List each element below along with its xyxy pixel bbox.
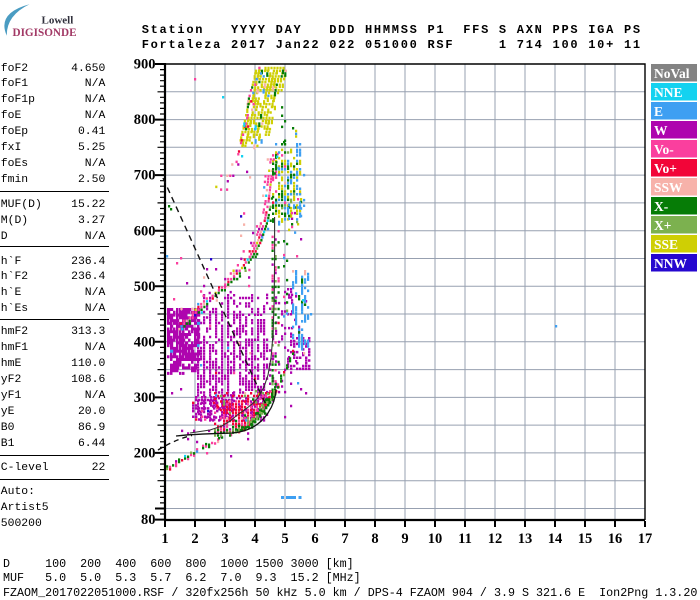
svg-text:NNE: NNE: [654, 85, 683, 100]
svg-text:13: 13: [518, 531, 533, 547]
svg-text:800: 800: [134, 112, 156, 128]
svg-text:9: 9: [401, 531, 408, 547]
svg-text:X+: X+: [654, 218, 671, 233]
svg-text:900: 900: [134, 57, 156, 73]
svg-text:4: 4: [251, 531, 258, 547]
svg-text:1: 1: [161, 531, 168, 547]
svg-text:11: 11: [458, 531, 472, 547]
svg-text:600: 600: [134, 223, 156, 239]
svg-text:300: 300: [134, 390, 156, 406]
svg-text:SSW: SSW: [654, 180, 683, 195]
svg-text:12: 12: [488, 531, 503, 547]
svg-text:Lowell: Lowell: [42, 15, 74, 27]
svg-text:14: 14: [548, 531, 563, 547]
svg-text:10: 10: [428, 531, 443, 547]
svg-text:DIGISONDE: DIGISONDE: [13, 27, 77, 39]
svg-text:X-: X-: [654, 199, 668, 214]
svg-text:2: 2: [191, 531, 198, 547]
svg-text:17: 17: [638, 531, 653, 547]
svg-text:200: 200: [134, 446, 156, 462]
svg-text:80: 80: [141, 512, 156, 528]
svg-text:16: 16: [608, 531, 623, 547]
svg-text:6: 6: [311, 531, 318, 547]
svg-text:SSE: SSE: [654, 237, 678, 252]
svg-text:Vo+: Vo+: [654, 161, 677, 176]
svg-text:E: E: [654, 104, 663, 119]
svg-text:Vo-: Vo-: [654, 142, 674, 157]
svg-text:W: W: [654, 123, 668, 138]
svg-text:7: 7: [341, 531, 348, 547]
svg-text:NoVal: NoVal: [654, 66, 690, 81]
svg-text:400: 400: [134, 334, 156, 350]
svg-text:500: 500: [134, 279, 156, 295]
svg-text:5: 5: [281, 531, 288, 547]
svg-text:3: 3: [221, 531, 228, 547]
svg-text:NNW: NNW: [654, 256, 687, 271]
svg-text:15: 15: [578, 531, 593, 547]
svg-text:8: 8: [371, 531, 378, 547]
svg-text:700: 700: [134, 168, 156, 184]
